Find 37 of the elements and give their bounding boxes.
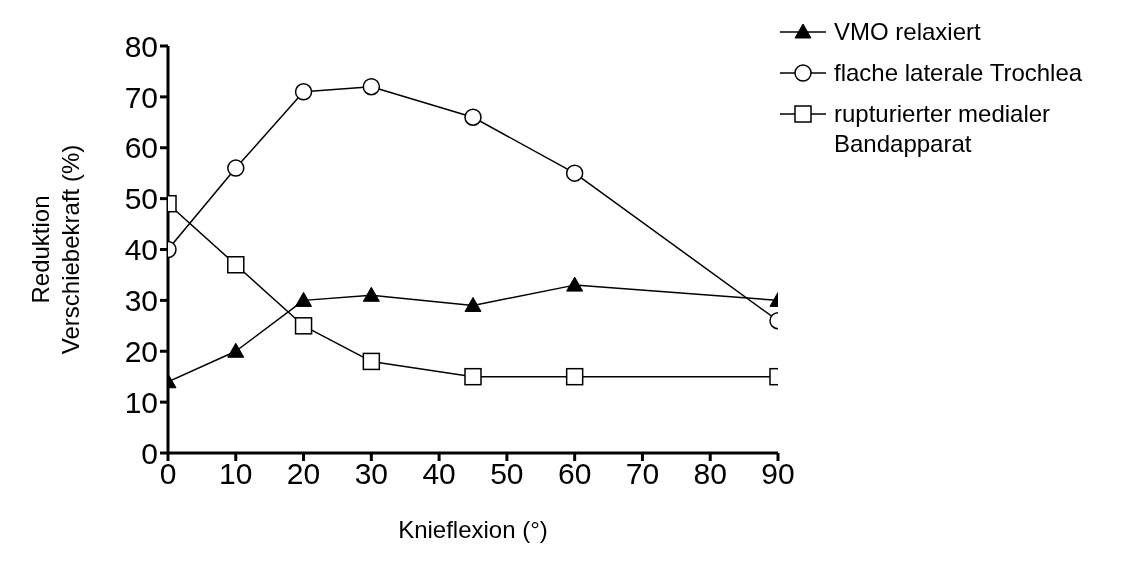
y-tick-label: 30 [124,284,158,318]
y-tick-label: 0 [141,436,158,470]
point [464,108,482,126]
x-tick-label: 30 [354,457,389,491]
y-tick-label: 40 [124,233,158,267]
x-tick-label: 10 [219,457,253,491]
y-tick-label: 10 [124,385,158,419]
y-tick-label: 70 [124,80,158,114]
point [227,256,245,274]
point [565,367,584,386]
y-axis-title: Reduktion Verschiebekraft (%) [27,144,84,355]
x-tick-label: 80 [693,457,727,491]
point [464,367,482,386]
y-tick-label: 60 [124,131,158,165]
point [362,352,381,371]
x-tick-label: 20 [286,457,321,491]
point [565,164,584,182]
legend-label: flache laterale Trochlea [834,58,1084,88]
legend-label: VMO relaxiert [834,17,982,47]
point [295,291,313,307]
x-tick-label: 70 [625,457,660,491]
point [294,83,313,101]
x-tick-label: 60 [557,457,592,491]
y-tick-label: 50 [124,182,158,216]
point [362,77,381,96]
point [294,317,313,335]
y-tick-label: 20 [124,334,158,368]
x-tick-label: 50 [490,457,524,491]
x-tick-label: 40 [422,457,456,491]
x-tick-label: 90 [761,457,795,491]
point [464,296,482,312]
x-axis-title: Knieflexion (°) [397,516,549,544]
point [227,159,245,177]
point [362,286,380,302]
point [227,342,245,358]
y-tick-label: 80 [124,29,158,63]
legend-label: rupturierter medialer Bandapparat [834,99,1052,159]
